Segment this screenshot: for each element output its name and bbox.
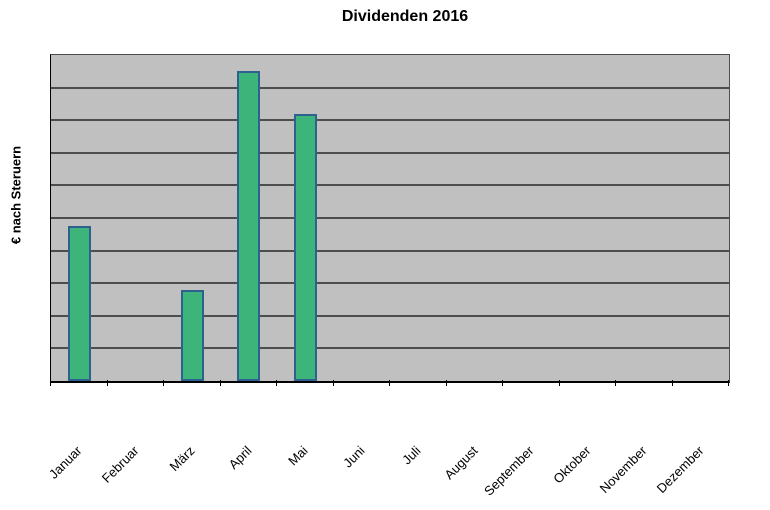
x-axis-tick — [558, 380, 560, 386]
gridline — [51, 119, 729, 122]
x-axis-label-juni: Juni — [339, 443, 368, 471]
gridline — [51, 282, 729, 285]
bar-april — [237, 71, 261, 381]
gridline — [51, 249, 729, 252]
x-axis-label-dezember: Dezember — [653, 443, 707, 497]
x-axis-label-mai: Mai — [285, 443, 311, 469]
x-axis-label-marz: März — [166, 443, 198, 475]
x-axis-label-april: April — [225, 443, 255, 473]
gridline — [51, 86, 729, 89]
x-axis-tick — [671, 380, 673, 386]
gridline — [51, 314, 729, 317]
x-axis-label-november: November — [596, 443, 650, 497]
x-axis-tick — [445, 380, 447, 386]
gridline — [51, 151, 729, 154]
gridline — [51, 184, 729, 187]
plot-area — [50, 54, 730, 383]
gridline — [51, 217, 729, 219]
x-axis-label-september: September — [481, 443, 537, 499]
x-axis-label-juli: Juli — [399, 443, 424, 468]
x-axis-tick — [106, 380, 108, 386]
x-axis-tick — [615, 380, 616, 386]
x-axis-tick — [219, 380, 221, 386]
x-axis-tick — [50, 380, 51, 386]
x-axis-tick — [332, 380, 334, 386]
x-axis-tick — [728, 380, 729, 386]
x-axis-label-oktober: Oktober — [550, 443, 594, 487]
bar-mai — [293, 113, 317, 381]
x-axis-tick — [163, 380, 164, 386]
bar-marz — [180, 289, 204, 381]
x-axis-label-august: August — [441, 443, 481, 483]
chart-title: Dividenden 2016 — [341, 8, 469, 25]
x-axis-label-februar: Februar — [98, 443, 142, 486]
x-axis-tick — [276, 380, 277, 386]
y-axis-label: € nach Steruern — [8, 145, 24, 245]
x-axis-tick — [389, 380, 390, 386]
x-axis-tick — [502, 380, 503, 386]
gridline — [51, 347, 729, 350]
x-axis-label-januar: Januar — [46, 443, 85, 482]
bar-januar — [67, 226, 91, 381]
